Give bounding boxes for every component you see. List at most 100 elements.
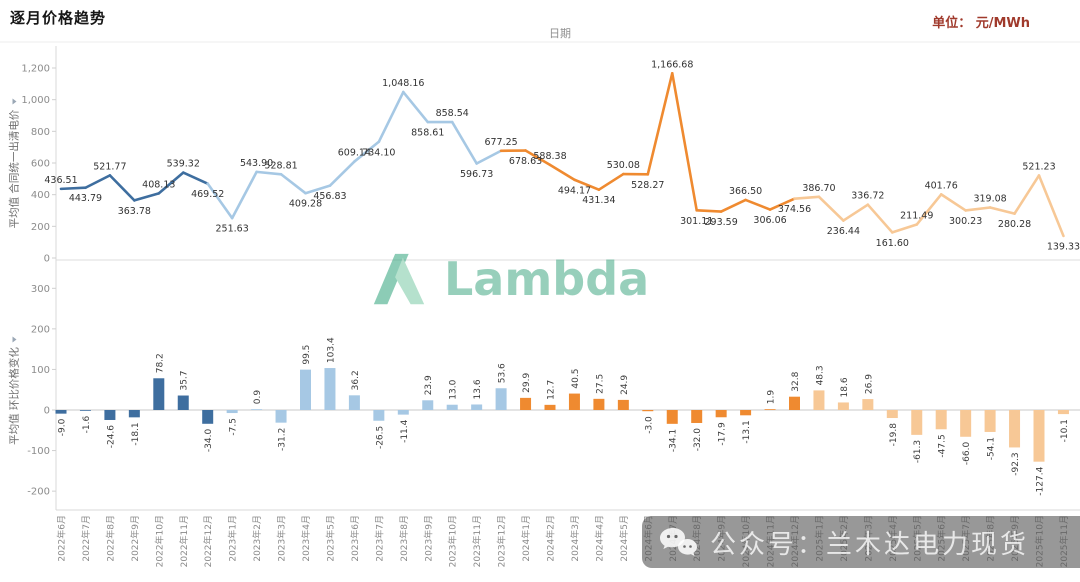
price-line-segment[interactable] — [1013, 174, 1041, 215]
price-line-segment[interactable] — [353, 140, 381, 163]
price-line-segment[interactable] — [548, 163, 576, 182]
price-line-segment[interactable] — [524, 149, 552, 167]
bar-mark[interactable] — [202, 410, 214, 424]
bar-mark[interactable] — [568, 393, 580, 410]
price-line-segment[interactable] — [328, 160, 356, 187]
bar-mark[interactable] — [1009, 410, 1021, 448]
price-line-segment[interactable] — [279, 172, 307, 195]
bar-mark[interactable] — [324, 368, 336, 410]
price-line-segment[interactable] — [817, 195, 845, 222]
bar-mark[interactable] — [422, 400, 434, 410]
bar-mark[interactable] — [813, 390, 825, 410]
bar-mark[interactable] — [55, 410, 67, 414]
price-line-segment[interactable] — [304, 184, 332, 195]
price-line-segment[interactable] — [133, 192, 161, 202]
price-line-segment[interactable] — [744, 198, 772, 211]
bar-mark[interactable] — [251, 409, 263, 410]
bar-mark[interactable] — [886, 410, 898, 419]
bar-mark[interactable] — [666, 410, 678, 424]
price-line-segment[interactable] — [988, 206, 1016, 215]
bar-mark[interactable] — [593, 398, 605, 410]
price-line-segment[interactable] — [768, 197, 796, 211]
bar-value-label: -32.0 — [693, 428, 703, 452]
price-line-segment[interactable] — [206, 182, 234, 220]
bar-mark[interactable] — [837, 402, 849, 410]
bottom-y-tick-label: 0 — [44, 406, 50, 417]
point-value-label: 161.60 — [876, 238, 909, 249]
bar-mark[interactable] — [960, 410, 972, 437]
price-line-segment[interactable] — [695, 209, 723, 213]
price-line-segment[interactable] — [59, 186, 87, 191]
bar-mark[interactable] — [911, 410, 923, 435]
price-line-segment[interactable] — [401, 90, 430, 124]
price-line-segment[interactable] — [450, 120, 478, 165]
price-line-segment[interactable] — [719, 198, 747, 213]
price-line-segment[interactable] — [108, 174, 136, 202]
price-line-segment[interactable] — [866, 203, 894, 234]
bar-mark[interactable] — [544, 404, 556, 410]
price-line-segment[interactable] — [1037, 174, 1065, 238]
bar-mark[interactable] — [128, 410, 140, 418]
bar-mark[interactable] — [715, 410, 727, 418]
price-line-segment[interactable] — [890, 223, 919, 234]
price-line-segment[interactable] — [377, 90, 405, 144]
price-line-segment[interactable] — [157, 171, 185, 195]
price-line-segment[interactable] — [915, 193, 943, 226]
bar-mark[interactable] — [1033, 410, 1045, 462]
bar-mark[interactable] — [348, 395, 360, 410]
bar-mark[interactable] — [275, 410, 287, 423]
price-line-segment[interactable] — [842, 203, 870, 222]
price-line-segment[interactable] — [646, 71, 674, 176]
bar-mark[interactable] — [471, 404, 483, 410]
bar-value-label: -47.5 — [938, 434, 948, 457]
bar-mark[interactable] — [935, 410, 947, 430]
bar-mark[interactable] — [862, 399, 874, 410]
point-value-label: 521.77 — [93, 161, 126, 172]
bar-mark[interactable] — [177, 395, 189, 410]
price-line-segment[interactable] — [964, 206, 992, 212]
bar-mark[interactable] — [495, 388, 507, 410]
bar-value-label: -34.1 — [669, 429, 679, 452]
bar-mark[interactable] — [764, 409, 776, 410]
bar-mark[interactable] — [740, 410, 752, 416]
price-line-segment[interactable] — [475, 149, 503, 165]
price-line-segment[interactable] — [793, 195, 821, 200]
price-line-segment[interactable] — [84, 174, 112, 190]
point-value-label: 409.28 — [289, 199, 322, 210]
bar-mark[interactable] — [1057, 410, 1069, 415]
point-value-label: 366.50 — [729, 186, 762, 197]
bar-mark[interactable] — [691, 410, 703, 423]
bar-mark[interactable] — [397, 410, 409, 415]
bar-mark[interactable] — [520, 397, 532, 410]
price-line-segment[interactable] — [939, 193, 967, 212]
point-value-label: 494.17 — [558, 185, 591, 196]
price-line-segment[interactable] — [181, 171, 209, 185]
price-line-segment[interactable] — [573, 178, 601, 192]
x-axis-date-label: 2022年10月 — [153, 515, 165, 567]
price-line-segment[interactable] — [670, 71, 699, 212]
bar-mark[interactable] — [153, 378, 165, 410]
point-value-label: 456.83 — [313, 191, 346, 202]
x-axis-date-label: 2022年7月 — [80, 515, 92, 562]
chat-bubbles-icon — [660, 528, 697, 556]
bar-mark[interactable] — [226, 410, 238, 414]
bar-mark[interactable] — [446, 404, 458, 410]
x-axis-date-label: 2024年4月 — [593, 515, 605, 562]
bar-mark[interactable] — [373, 410, 385, 421]
bar-mark[interactable] — [617, 399, 629, 410]
bar-value-label: -127.4 — [1036, 466, 1046, 495]
point-value-label: 1,048.16 — [382, 78, 424, 89]
point-value-label: 319.08 — [973, 193, 1006, 204]
bar-value-label: -66.0 — [962, 442, 972, 466]
bar-mark[interactable] — [984, 410, 996, 432]
bar-mark[interactable] — [789, 396, 800, 410]
bar-mark[interactable] — [79, 410, 91, 411]
price-line-segment[interactable] — [597, 172, 625, 192]
price-line-segment[interactable] — [255, 170, 283, 176]
bar-value-label: -13.1 — [742, 420, 752, 443]
bar-mark[interactable] — [300, 369, 311, 410]
page-title: 逐月价格趋势 — [10, 9, 107, 27]
bar-mark[interactable] — [104, 410, 116, 420]
price-line-segment[interactable] — [230, 170, 258, 220]
bar-mark[interactable] — [642, 410, 654, 412]
